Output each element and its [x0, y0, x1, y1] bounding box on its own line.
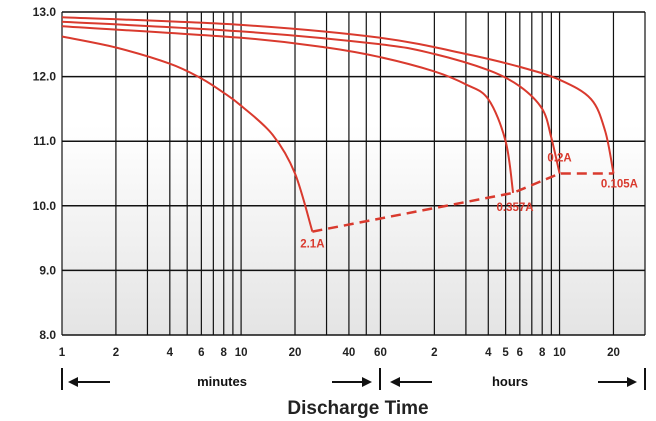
discharge-curve [61, 25, 515, 194]
x-tick-label: 1 [59, 347, 66, 359]
series-label: 2.1A [300, 239, 324, 251]
series-label: 0.2A [547, 153, 571, 165]
x-tick-label: 2 [113, 347, 119, 359]
discharge-curve [61, 20, 561, 174]
series-label: 0.105A [601, 179, 638, 191]
x-tick-label: 8 [539, 347, 546, 359]
x-tick-label: 6 [517, 347, 523, 359]
x-tick-label: 5 [502, 347, 509, 359]
x-tick-label: 20 [289, 347, 302, 359]
x-tick-label: 4 [167, 347, 174, 359]
x-tick-label: 4 [485, 347, 492, 359]
plot-background [62, 12, 645, 335]
x-tick-label: 2 [431, 347, 437, 359]
x-tick-label: 6 [198, 347, 204, 359]
cutoff-voltage-line [312, 172, 614, 233]
x-axis-title: Discharge Time [287, 398, 428, 419]
x-tick-label: 60 [374, 347, 387, 359]
series-label: 0.357A [497, 202, 534, 214]
y-tick-label: 10.0 [33, 199, 57, 213]
hours-band: hours [390, 368, 646, 390]
y-tick-label: 8.0 [39, 328, 56, 342]
x-tick-label: 8 [221, 347, 228, 359]
x-tick-label: 10 [235, 347, 248, 359]
y-tick-label: 9.0 [39, 263, 56, 277]
x-tick-label: 40 [343, 347, 356, 359]
y-tick-label: 13.0 [33, 5, 57, 19]
discharge-curve [61, 16, 615, 174]
minutes-label: minutes [197, 374, 247, 389]
discharge-curve [61, 35, 314, 232]
y-tick-label: 12.0 [33, 70, 57, 84]
minutes-band: minutes [61, 368, 381, 390]
x-tick-label: 20 [607, 347, 620, 359]
y-tick-label: 11.0 [33, 134, 56, 148]
hours-label: hours [492, 374, 528, 389]
x-tick-label: 10 [553, 347, 566, 359]
